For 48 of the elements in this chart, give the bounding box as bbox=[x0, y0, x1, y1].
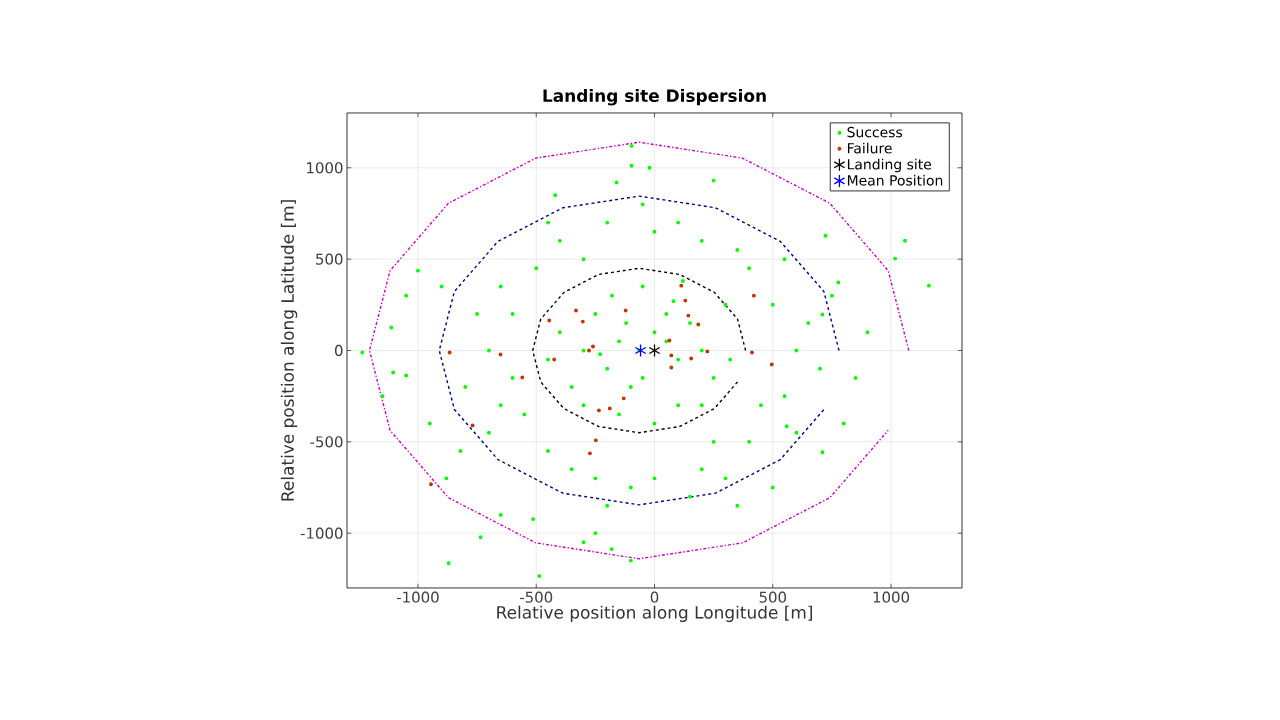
point bbox=[683, 298, 688, 303]
chart-title: Landing site Dispersion bbox=[543, 88, 766, 106]
point bbox=[769, 362, 774, 367]
point bbox=[470, 423, 475, 428]
point bbox=[705, 349, 710, 354]
y-tick-label: 1000 bbox=[307, 162, 343, 174]
point bbox=[634, 343, 647, 358]
point bbox=[696, 322, 701, 327]
point bbox=[587, 348, 591, 353]
legend-label: Landing site bbox=[847, 158, 932, 173]
point bbox=[607, 406, 612, 411]
point bbox=[547, 318, 552, 323]
point bbox=[596, 408, 601, 413]
line-series bbox=[438, 195, 840, 506]
y-axis-title: Relative position along Latitude [m] bbox=[280, 200, 298, 501]
point bbox=[750, 350, 754, 355]
x-tick-label: 1000 bbox=[873, 591, 910, 603]
point bbox=[679, 283, 684, 288]
x-tick-label: -1000 bbox=[397, 591, 439, 603]
point bbox=[669, 353, 674, 358]
point bbox=[621, 396, 626, 401]
point bbox=[751, 293, 756, 298]
point bbox=[552, 357, 557, 362]
y-tick-label: 0 bbox=[334, 344, 343, 357]
point bbox=[591, 344, 595, 349]
point bbox=[686, 313, 691, 318]
y-tick-label: 500 bbox=[316, 253, 343, 265]
point bbox=[648, 343, 661, 358]
legend-label: Success bbox=[847, 126, 903, 138]
x-tick-label: -500 bbox=[520, 591, 553, 603]
point bbox=[429, 482, 433, 487]
point bbox=[520, 375, 525, 380]
x-axis-title: Relative position along Longitude [m] bbox=[497, 605, 812, 623]
point bbox=[587, 451, 592, 456]
legend-label: Mean Position bbox=[847, 174, 943, 186]
point bbox=[447, 350, 452, 355]
x-tick-label: 0 bbox=[650, 591, 659, 603]
point bbox=[669, 365, 674, 370]
point bbox=[580, 319, 585, 324]
y-tick-label: -500 bbox=[310, 436, 343, 448]
point bbox=[574, 308, 578, 313]
legend-label: Failure bbox=[847, 142, 892, 154]
point bbox=[593, 438, 598, 443]
line-series bbox=[531, 267, 747, 434]
y-tick-label: -1000 bbox=[300, 527, 343, 539]
point bbox=[623, 308, 628, 313]
point bbox=[689, 356, 694, 361]
x-tick-label: 500 bbox=[759, 591, 787, 603]
